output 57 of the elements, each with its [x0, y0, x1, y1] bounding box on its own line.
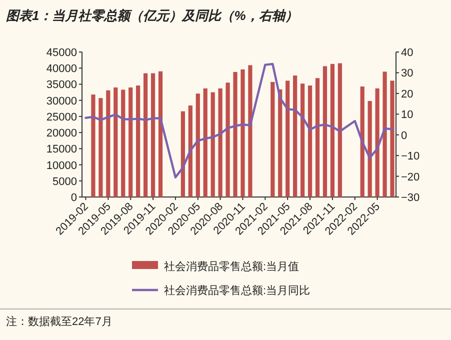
bar: [143, 73, 148, 197]
bar: [360, 86, 364, 197]
bar: [218, 88, 222, 197]
y2-tick-label: 10: [401, 109, 414, 122]
y-tick-label: 20000: [46, 128, 77, 140]
bar: [233, 72, 238, 197]
bar: [150, 73, 156, 197]
bar: [322, 66, 328, 197]
bar: [293, 76, 298, 197]
y-tick-label: 5000: [52, 176, 77, 188]
bar: [270, 82, 275, 197]
bar: [240, 69, 245, 197]
bar: [308, 86, 312, 197]
bar: [248, 65, 252, 197]
y-tick-label: 15000: [46, 144, 77, 156]
bar: [158, 71, 163, 197]
bar: [196, 94, 200, 197]
bar: [330, 64, 335, 197]
y2-tick-label: 40: [401, 47, 414, 59]
y2-tick-label: −30: [401, 192, 420, 204]
y2-tick-label: 30: [401, 68, 414, 80]
bar: [121, 90, 126, 197]
bar: [180, 111, 185, 197]
bar: [210, 92, 215, 197]
y-tick-label: 45000: [46, 47, 77, 59]
y-tick-label: 30000: [46, 95, 77, 108]
bar: [300, 84, 305, 197]
bar: [136, 86, 140, 197]
legend-label: 社会消费品零售总额:当月值: [164, 260, 300, 273]
y-tick-label: 25000: [46, 111, 77, 124]
bar: [114, 87, 118, 197]
y2-tick-label: 0: [401, 130, 408, 142]
bar: [98, 98, 103, 197]
bar: [368, 100, 372, 197]
bar: [338, 63, 342, 197]
bar: [390, 80, 394, 197]
text: 注：数据截至22年7月: [6, 315, 112, 328]
bar: [315, 78, 320, 197]
bar: [203, 88, 208, 197]
y-tick-label: 40000: [46, 63, 77, 76]
y2-tick-label: −10: [401, 150, 420, 163]
chart-title: 图表1：当月社零总额（亿元）及同比（%，右轴）: [6, 8, 298, 23]
y-tick-label: 35000: [46, 79, 77, 92]
bar: [382, 72, 387, 197]
y-tick-label: 0: [70, 192, 77, 204]
bar: [278, 89, 282, 197]
bar: [226, 82, 230, 197]
bar: [375, 88, 380, 197]
legend-label: 社会消费品零售总额:当月同比: [164, 284, 310, 297]
bar: [106, 90, 110, 197]
bar: [286, 80, 290, 197]
bar: [188, 105, 192, 197]
y2-tick-label: 20: [401, 88, 414, 100]
y2-tick-label: −20: [401, 171, 420, 184]
bar: [91, 94, 96, 197]
bar: [128, 87, 133, 197]
y-tick-label: 10000: [46, 160, 77, 172]
